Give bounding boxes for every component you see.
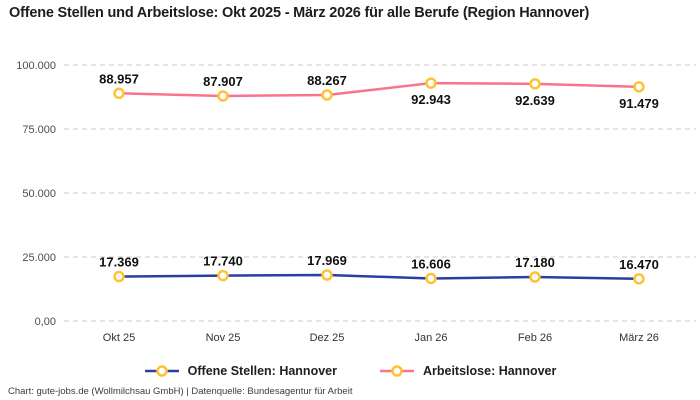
data-point-marker xyxy=(529,78,541,90)
data-point-marker xyxy=(633,81,645,93)
data-point-label: 17.180 xyxy=(515,255,555,270)
data-point-label: 88.957 xyxy=(99,71,139,86)
data-point-marker xyxy=(217,90,229,102)
data-point-label: 17.969 xyxy=(307,253,347,268)
data-point-label: 16.606 xyxy=(411,256,451,271)
legend-label: Arbeitslose: Hannover xyxy=(422,364,557,378)
data-point-label: 17.369 xyxy=(99,255,139,270)
chart-legend: Offene Stellen: Hannover Arbeitslose: Ha… xyxy=(0,361,700,381)
data-point-marker xyxy=(113,270,125,283)
data-point-marker xyxy=(529,271,541,283)
y-tick-label: 75.000 xyxy=(22,124,56,136)
data-point-label: 91.479 xyxy=(619,96,659,111)
x-tick-label: Nov 25 xyxy=(206,332,241,344)
data-point-label: 16.470 xyxy=(619,257,659,272)
legend-swatch-line-marker-icon xyxy=(144,365,179,377)
y-tick-label: 100.000 xyxy=(16,60,56,72)
x-tick-label: Okt 25 xyxy=(103,332,135,344)
data-point-label: 92.639 xyxy=(515,93,555,108)
legend-item-arbeitslose[interactable]: Arbeitslose: Hannover xyxy=(379,364,556,378)
legend-item-offene-stellen[interactable]: Offene Stellen: Hannover xyxy=(144,364,337,378)
data-point-label: 88.267 xyxy=(307,73,347,88)
series-line xyxy=(117,81,641,98)
y-tick-label: 50.000 xyxy=(22,188,56,200)
legend-label: Offene Stellen: Hannover xyxy=(187,364,337,378)
series-line xyxy=(117,273,641,281)
data-point-marker xyxy=(425,77,437,89)
data-point-marker xyxy=(113,87,125,100)
chart-title: Offene Stellen und Arbeitslose: Okt 2025… xyxy=(9,5,590,21)
chart-credit: Chart: gute-jobs.de (Wollmilchsau GmbH) … xyxy=(8,386,353,397)
data-point-marker xyxy=(425,272,437,285)
x-tick-label: März 26 xyxy=(619,332,659,344)
x-tick-label: Jan 26 xyxy=(414,332,447,344)
data-point-label: 17.740 xyxy=(203,254,243,269)
data-point-marker xyxy=(633,273,645,285)
data-point-marker xyxy=(321,269,333,281)
legend-swatch-line-marker-icon xyxy=(379,365,414,377)
x-tick-label: Feb 26 xyxy=(518,332,552,344)
data-point-label: 92.943 xyxy=(411,92,451,107)
y-tick-label: 0,00 xyxy=(35,316,56,328)
data-point-marker xyxy=(321,89,333,101)
data-point-label: 87.907 xyxy=(203,74,243,89)
x-tick-label: Dez 25 xyxy=(310,332,345,344)
y-tick-label: 25.000 xyxy=(22,252,56,264)
data-point-marker xyxy=(217,269,229,282)
